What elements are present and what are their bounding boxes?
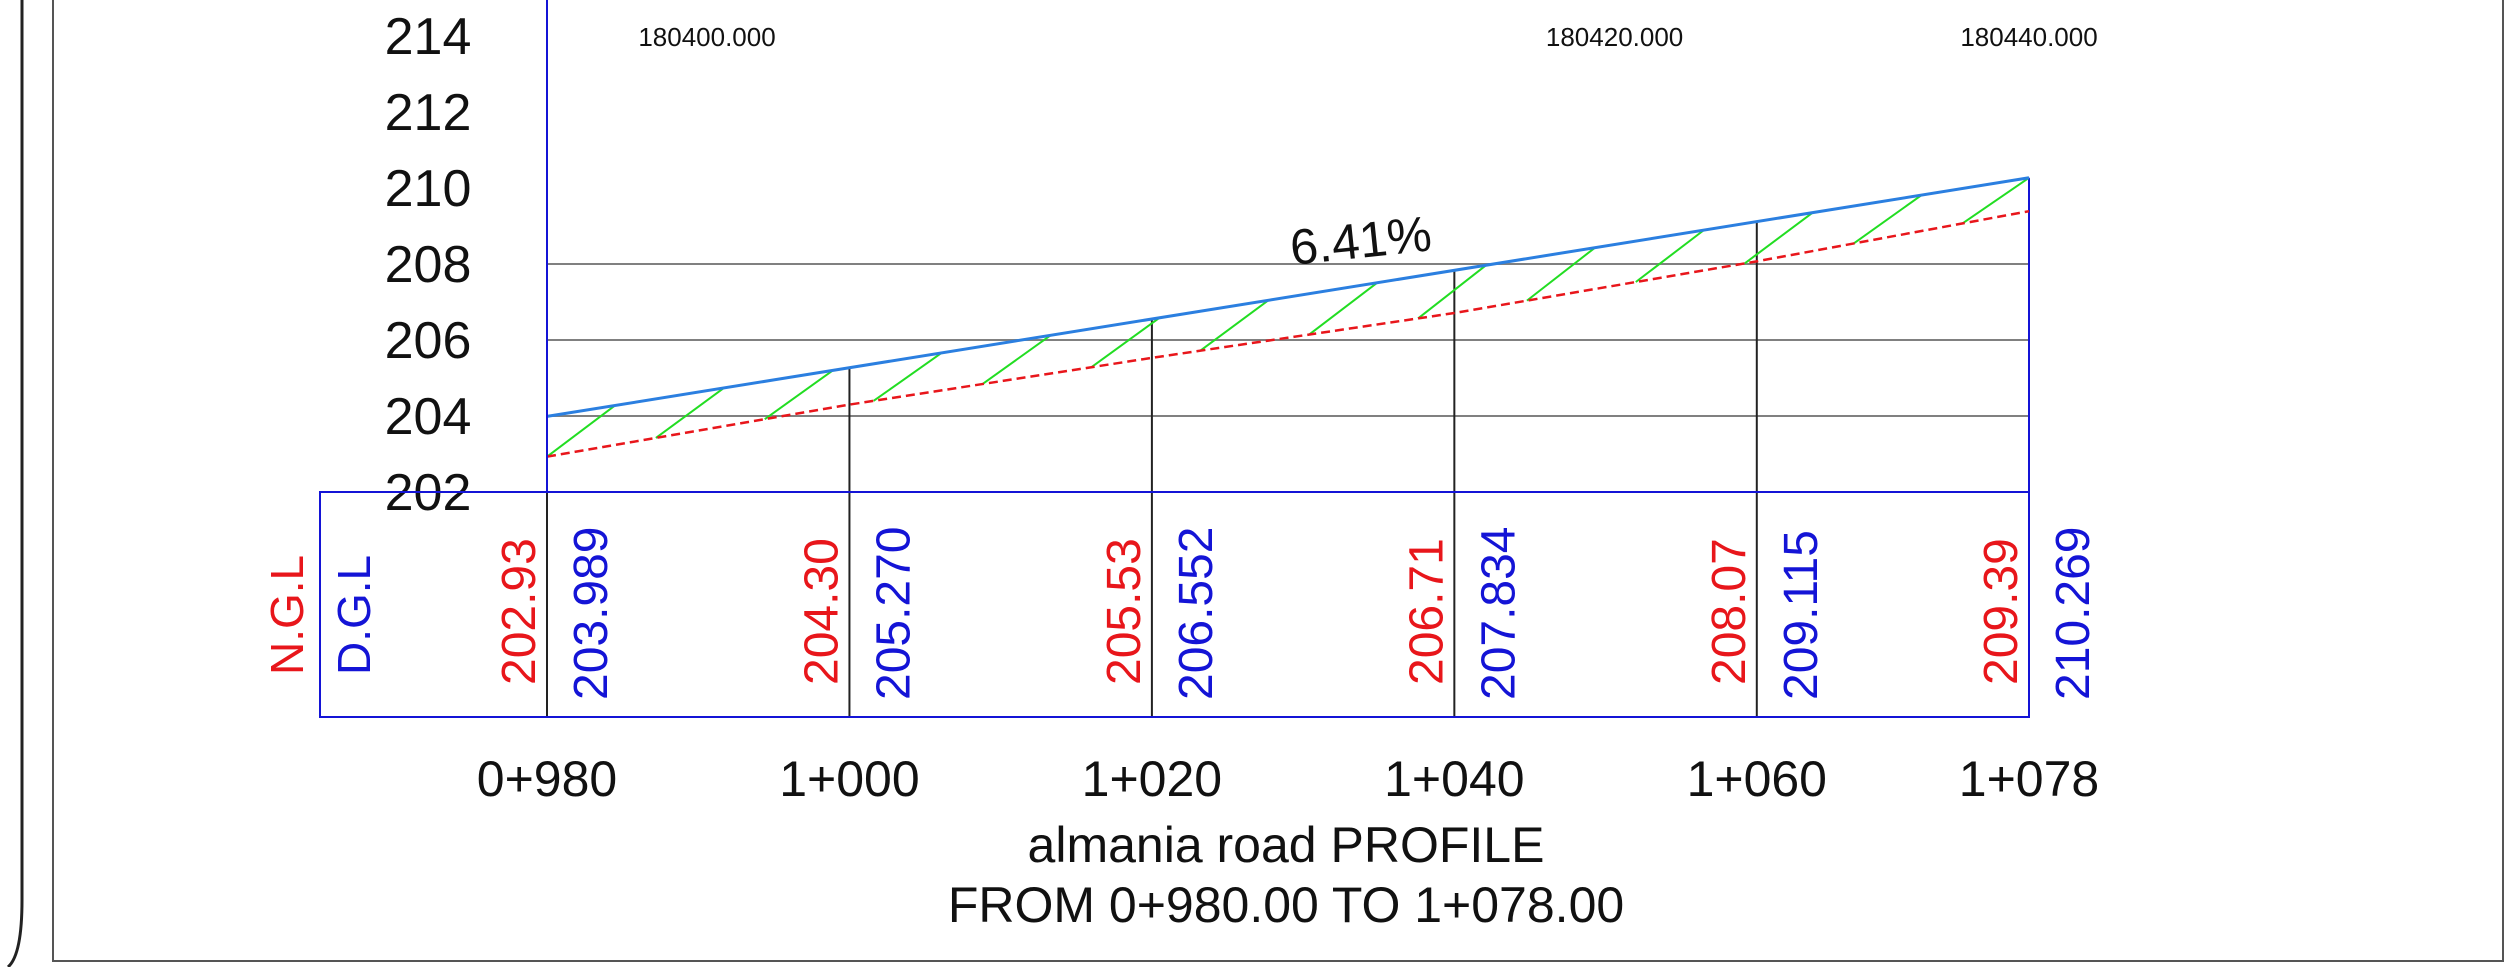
hatch-line [1308, 281, 1378, 336]
profile-data-table [319, 491, 2030, 718]
elevation-tick-label: 210 [385, 160, 472, 218]
elevation-tick-label: 204 [385, 388, 472, 446]
dgl-value: 206.552 [1170, 526, 1223, 700]
hatch-line [1635, 229, 1705, 283]
cut-fill-hatching [546, 176, 2030, 458]
hatch-line [873, 352, 943, 402]
design-grade-line [546, 176, 2030, 418]
hatch-line [1417, 264, 1487, 320]
elevation-tick-label: 208 [385, 236, 472, 294]
grade-label: 6.41% [1287, 205, 1434, 276]
natural-ground-line [546, 209, 2030, 458]
hatch-line [655, 387, 725, 439]
ngl-value: 206.71 [1400, 538, 1453, 685]
elevation-tick-label: 214 [385, 8, 472, 66]
station-label: 1+040 [1384, 751, 1524, 807]
ngl-value: 209.39 [1975, 538, 2028, 685]
ngl-value: 208.07 [1703, 538, 1756, 685]
easting-label: 180400.000 [638, 22, 775, 52]
elevation-tick-label: 212 [385, 84, 472, 142]
hatch-line [1852, 194, 1923, 245]
drawing-frame [52, 0, 2504, 962]
ngl-value: 202.93 [493, 538, 546, 685]
station-label: 1+020 [1082, 751, 1222, 807]
station-label: 1+000 [779, 751, 919, 807]
station-labels: 0+980 1+000 1+020 1+040 1+060 1+078 [477, 751, 2099, 807]
station-label: 1+060 [1687, 751, 1827, 807]
station-label: 1+078 [1959, 751, 2099, 807]
easting-label: 180420.000 [1546, 22, 1683, 52]
hatch-line [1199, 299, 1269, 352]
profile-subtitle: FROM 0+980.00 TO 1+078.00 [948, 877, 1624, 933]
hatch-line [1744, 211, 1814, 265]
hatch-line [981, 334, 1052, 385]
hatch-line [1526, 246, 1596, 302]
ngl-value: 204.30 [795, 538, 848, 685]
legend-ngl-label: N.G.L [261, 555, 313, 675]
ngl-value: 205.53 [1098, 538, 1151, 685]
elevation-tick-label: 206 [385, 312, 472, 370]
profile-data-table-values: 202.93 203.989 204.30 205.270 205.53 206.552 2… [493, 526, 2100, 700]
hatch-line [1090, 316, 1161, 369]
hatch-line [764, 369, 834, 420]
dgl-value: 210.269 [2047, 526, 2100, 700]
dgl-value: 205.270 [867, 526, 920, 700]
easting-label: 180440.000 [1960, 22, 2097, 52]
legend-dgl-label: D.G.L [328, 555, 380, 675]
hatch-line [546, 404, 616, 458]
dgl-value: 207.834 [1472, 526, 1525, 700]
frame-bracket [6, 0, 24, 967]
profile-title: almania road PROFILE [1028, 817, 1545, 873]
station-label: 0+980 [477, 751, 617, 807]
dgl-value: 209.115 [1775, 530, 1828, 700]
dgl-value: 203.989 [565, 526, 618, 700]
hatch-line [1961, 176, 2030, 225]
profile-lines [546, 176, 2030, 458]
easting-labels: 180400.000 180420.000 180440.000 [638, 22, 2097, 52]
